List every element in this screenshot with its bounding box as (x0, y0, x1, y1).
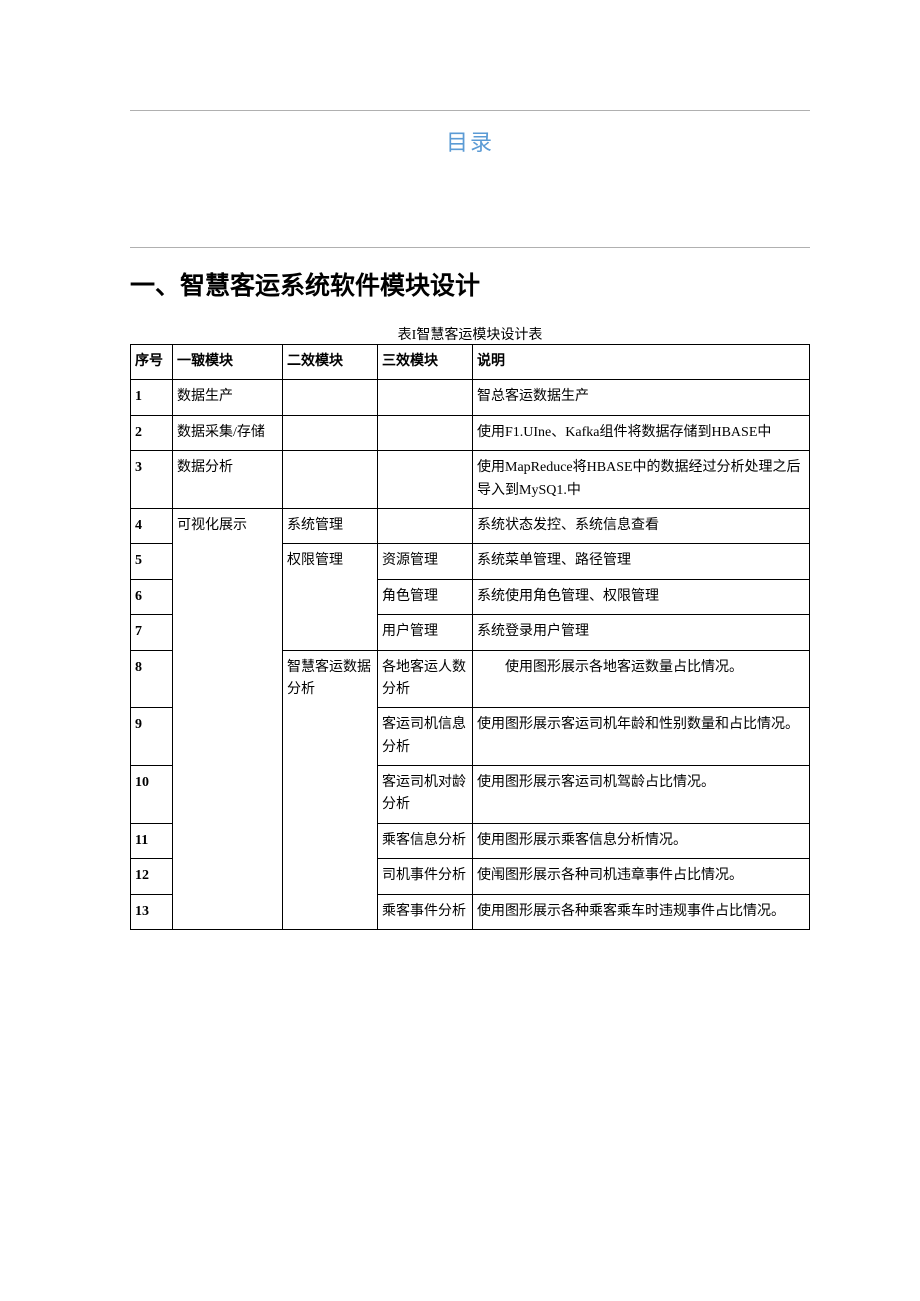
table-row: 4 可视化展示 系统管理 系统状态发控、系统信息查看 (131, 508, 810, 543)
cell-l3: 司机事件分析 (378, 859, 473, 894)
mid-rule (130, 247, 810, 248)
cell-seq: 13 (131, 894, 173, 929)
table-row: 3 数据分析 使用MapReduce将HBASE中的数据经过分析处理之后导入到M… (131, 451, 810, 509)
header-level3: 三效模块 (378, 345, 473, 380)
cell-l3: 用户管理 (378, 615, 473, 650)
cell-desc: 使用图形展示各地客运数量占比情况。 (473, 650, 810, 708)
cell-desc: 使闱图形展示各种司机违章事件占比情况。 (473, 859, 810, 894)
top-rule (130, 110, 810, 111)
cell-l2 (283, 415, 378, 450)
cell-l3: 角色管理 (378, 579, 473, 614)
cell-l3: 客运司机对龄分析 (378, 766, 473, 824)
table-caption: 表I智慧客运模块设计表 (130, 324, 810, 344)
cell-seq: 5 (131, 544, 173, 579)
cell-seq: 8 (131, 650, 173, 708)
toc-title: 目录 (130, 125, 810, 157)
document-page: 目录 一、智慧客运系统软件模块设计 表I智慧客运模块设计表 序号 一皲模块 二效… (0, 0, 920, 990)
cell-desc: 使用图形展示客运司机年龄和性别数量和占比情况。 (473, 708, 810, 766)
cell-l1: 数据分析 (173, 451, 283, 509)
cell-seq: 9 (131, 708, 173, 766)
cell-desc: 使用图形展示客运司机驾龄占比情况。 (473, 766, 810, 824)
cell-l3 (378, 508, 473, 543)
cell-l3: 乘客事件分析 (378, 894, 473, 929)
table-row: 1 数据生产 智总客运数据生产 (131, 380, 810, 415)
cell-l3: 乘客信息分析 (378, 823, 473, 858)
cell-l2 (283, 451, 378, 509)
cell-seq: 1 (131, 380, 173, 415)
cell-l3 (378, 380, 473, 415)
cell-l2 (283, 380, 378, 415)
cell-desc: 系统使用角色管理、权限管理 (473, 579, 810, 614)
cell-l3: 各地客运人数分析 (378, 650, 473, 708)
cell-l2: 权限管理 (283, 544, 378, 650)
section-heading: 一、智慧客运系统软件模块设计 (130, 266, 810, 302)
cell-desc: 系统登录用户管理 (473, 615, 810, 650)
cell-l1: 数据生产 (173, 380, 283, 415)
cell-seq: 6 (131, 579, 173, 614)
cell-desc: 使用图形展示各种乘客乘车时违规事件占比情况。 (473, 894, 810, 929)
cell-seq: 4 (131, 508, 173, 543)
cell-l2: 系统管理 (283, 508, 378, 543)
cell-l3 (378, 451, 473, 509)
cell-l3: 资源管理 (378, 544, 473, 579)
cell-seq: 3 (131, 451, 173, 509)
header-level1: 一皲模块 (173, 345, 283, 380)
cell-desc: 使用MapReduce将HBASE中的数据经过分析处理之后导入到MySQ1.中 (473, 451, 810, 509)
cell-desc: 系统状态发控、系统信息查看 (473, 508, 810, 543)
cell-seq: 10 (131, 766, 173, 824)
cell-seq: 7 (131, 615, 173, 650)
cell-l1: 可视化展示 (173, 508, 283, 929)
cell-l3 (378, 415, 473, 450)
cell-desc: 使用F1.UIne、Kafka组件将数据存储到HBASE中 (473, 415, 810, 450)
header-level2: 二效模块 (283, 345, 378, 380)
cell-l2: 智慧客运数据分析 (283, 650, 378, 930)
module-design-table: 序号 一皲模块 二效模块 三效模块 说明 1 数据生产 智总客运数据生产 2 数… (130, 344, 810, 930)
header-seq: 序号 (131, 345, 173, 380)
cell-l3: 客运司机信息分析 (378, 708, 473, 766)
cell-l1: 数据采集/存储 (173, 415, 283, 450)
cell-desc: 智总客运数据生产 (473, 380, 810, 415)
header-desc: 说明 (473, 345, 810, 380)
table-header-row: 序号 一皲模块 二效模块 三效模块 说明 (131, 345, 810, 380)
cell-seq: 2 (131, 415, 173, 450)
table-row: 2 数据采集/存储 使用F1.UIne、Kafka组件将数据存储到HBASE中 (131, 415, 810, 450)
cell-desc: 系统菜单管理、路径管理 (473, 544, 810, 579)
cell-seq: 12 (131, 859, 173, 894)
cell-seq: 11 (131, 823, 173, 858)
cell-desc: 使用图形展示乘客信息分析情况。 (473, 823, 810, 858)
